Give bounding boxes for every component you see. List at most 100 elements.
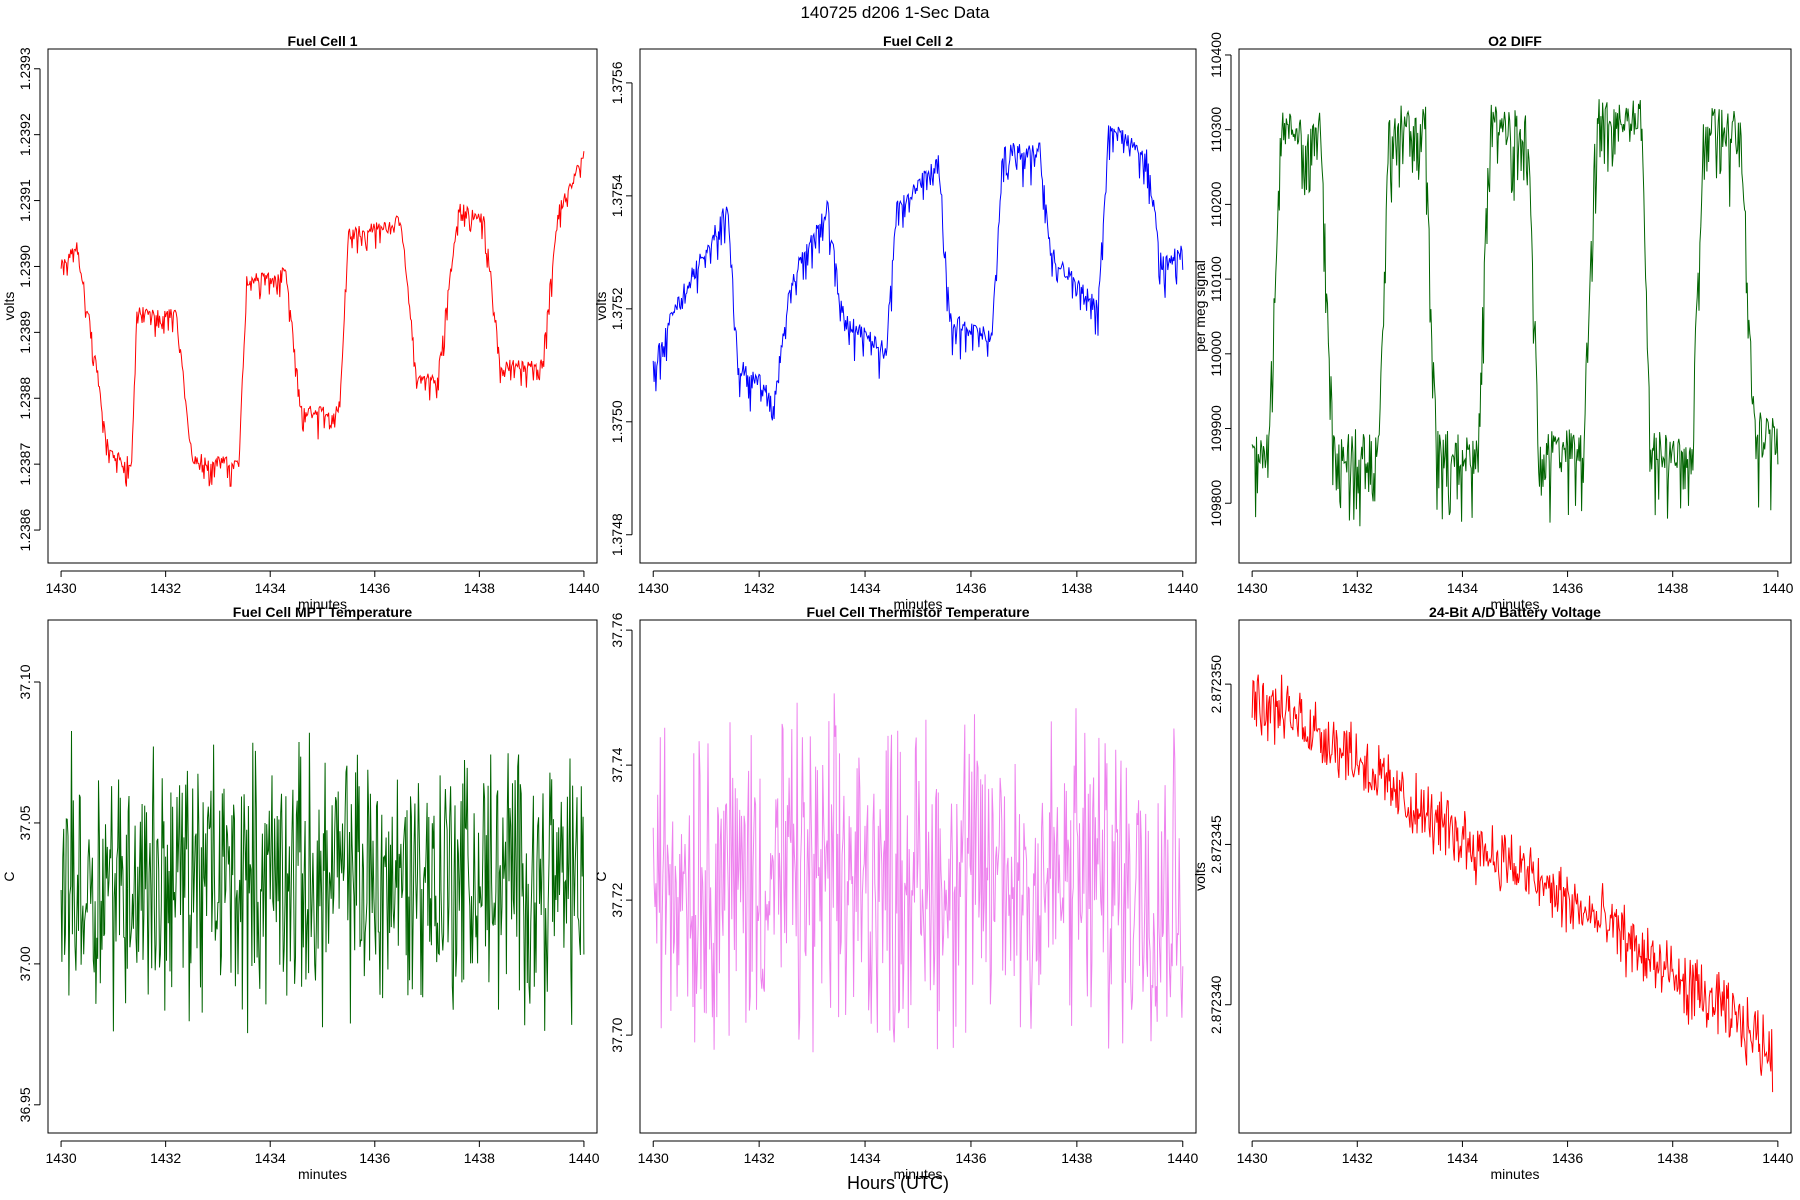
x-tick-label: 1440 (1167, 580, 1198, 596)
panel-1: Fuel Cell 1 1430 1432 1434 1436 1438 1440 minut… (1, 33, 600, 612)
panel-title: Fuel Cell MPT Temperature (233, 604, 413, 620)
y-tick-label: 2.872340 (1208, 975, 1224, 1034)
x-axis-label: minutes (298, 1166, 347, 1182)
x-tick-label: 1434 (849, 1150, 880, 1166)
x-tick-label: 1440 (568, 580, 599, 596)
x-tick-label: 1438 (1061, 580, 1092, 596)
plot-frame (47, 48, 598, 564)
panel-3: O2 DIFF 1430 1432 1434 1436 1438 1440 minutes 10… (1192, 32, 1794, 612)
x-tick-label: 1438 (464, 580, 495, 596)
series-line (652, 693, 1184, 1053)
x-axis-label: minutes (893, 1166, 942, 1182)
y-tick-label: 110100 (1208, 256, 1224, 302)
x-tick-label: 1430 (1237, 1150, 1268, 1166)
x-tick-label: 1436 (359, 580, 390, 596)
y-tick-label: 1.2388 (17, 377, 33, 420)
x-tick-label: 1436 (1552, 1150, 1583, 1166)
y-tick-label: 1.2393 (17, 47, 33, 90)
y-tick-label: 1.3756 (609, 61, 625, 104)
y-tick-label: 110200 (1208, 181, 1224, 227)
panel-5: Fuel Cell Thermistor Temperature 1430 1432… (593, 604, 1199, 1182)
plot-frame (639, 48, 1197, 564)
series-line (652, 125, 1184, 421)
y-tick-label: 110400 (1208, 32, 1224, 78)
y-axis-label: C (1, 871, 17, 881)
y-axis-label: volts (1192, 862, 1208, 891)
y-tick-label: 1.2390 (17, 245, 33, 288)
panel-title: Fuel Cell 2 (883, 33, 953, 49)
x-tick-label: 1432 (744, 1150, 775, 1166)
x-tick-label: 1440 (1762, 580, 1793, 596)
y-tick-label: 1.2392 (17, 113, 33, 156)
x-tick-label: 1430 (45, 1150, 76, 1166)
y-axis-label: volts (1, 292, 17, 321)
y-axis-label: per meg signal (1192, 260, 1208, 352)
x-tick-label: 1434 (1447, 1150, 1478, 1166)
x-tick-label: 1430 (45, 580, 76, 596)
plot-frame (1238, 619, 1792, 1134)
x-tick-label: 1440 (568, 1150, 599, 1166)
panel-title: Fuel Cell Thermistor Temperature (806, 604, 1029, 620)
x-tick-label: 1436 (1552, 580, 1583, 596)
x-axis-label: minutes (1490, 1166, 1539, 1182)
y-tick-label: 37.10 (17, 664, 33, 699)
x-tick-label: 1438 (464, 1150, 495, 1166)
y-tick-label: 1.2387 (17, 443, 33, 486)
x-tick-label: 1434 (255, 580, 286, 596)
panel-title: O2 DIFF (1488, 33, 1542, 49)
x-tick-label: 1432 (1342, 1150, 1373, 1166)
x-tick-label: 1436 (955, 1150, 986, 1166)
x-tick-label: 1436 (359, 1150, 390, 1166)
x-tick-label: 1430 (1237, 580, 1268, 596)
x-tick-label: 1432 (150, 580, 181, 596)
y-tick-label: 1.3748 (609, 513, 625, 556)
series-line (1251, 674, 1774, 1093)
x-tick-label: 1440 (1167, 1150, 1198, 1166)
figure-footer-label: Hours (UTC) (847, 1173, 949, 1193)
y-tick-label: 109800 (1208, 480, 1224, 527)
x-axis-label: minutes (893, 596, 942, 612)
x-tick-label: 1432 (150, 1150, 181, 1166)
y-tick-label: 1.3750 (609, 400, 625, 443)
x-axis-label: minutes (298, 596, 347, 612)
y-tick-label: 109900 (1208, 405, 1224, 452)
y-tick-label: 37.74 (609, 747, 625, 782)
x-tick-label: 1438 (1657, 1150, 1688, 1166)
y-tick-label: 37.70 (609, 1017, 625, 1052)
figure-title: 140725 d206 1-Sec Data (800, 3, 990, 22)
plot-frame (639, 619, 1197, 1134)
y-tick-label: 110300 (1208, 107, 1224, 153)
x-tick-label: 1434 (255, 1150, 286, 1166)
x-axis-label: minutes (1490, 596, 1539, 612)
y-axis-label: volts (593, 292, 609, 321)
y-tick-label: 37.05 (17, 805, 33, 840)
y-tick-label: 1.2391 (17, 179, 33, 222)
x-tick-label: 1438 (1061, 1150, 1092, 1166)
x-tick-label: 1434 (1447, 580, 1478, 596)
y-tick-label: 2.872350 (1208, 655, 1224, 714)
y-tick-label: 1.2386 (17, 508, 33, 551)
plot-frame (1238, 48, 1792, 564)
panel-4: Fuel Cell MPT Temperature 1430 1432 1434 143… (1, 604, 600, 1182)
x-tick-label: 1430 (638, 580, 669, 596)
y-tick-label: 2.872345 (1208, 815, 1224, 874)
plot-frame (47, 619, 598, 1134)
series-line (60, 151, 585, 487)
y-tick-label: 36.95 (17, 1087, 33, 1122)
panel-6: 24-Bit A/D Battery Voltage 1430 1432 1434 14… (1192, 604, 1794, 1182)
x-tick-label: 1434 (849, 580, 880, 596)
x-tick-label: 1430 (638, 1150, 669, 1166)
panel-title: Fuel Cell 1 (287, 33, 357, 49)
y-tick-label: 37.00 (17, 946, 33, 981)
y-tick-label: 110000 (1208, 331, 1224, 377)
x-tick-label: 1436 (955, 580, 986, 596)
x-tick-label: 1438 (1657, 580, 1688, 596)
panel-2: Fuel Cell 2 1430 1432 1434 1436 1438 1440 minut… (593, 33, 1199, 612)
y-tick-label: 1.3754 (609, 174, 625, 217)
y-tick-label: 1.2389 (17, 311, 33, 354)
x-tick-label: 1440 (1762, 1150, 1793, 1166)
x-tick-label: 1432 (1342, 580, 1373, 596)
y-tick-label: 1.3752 (609, 287, 625, 330)
y-tick-label: 37.76 (609, 612, 625, 647)
